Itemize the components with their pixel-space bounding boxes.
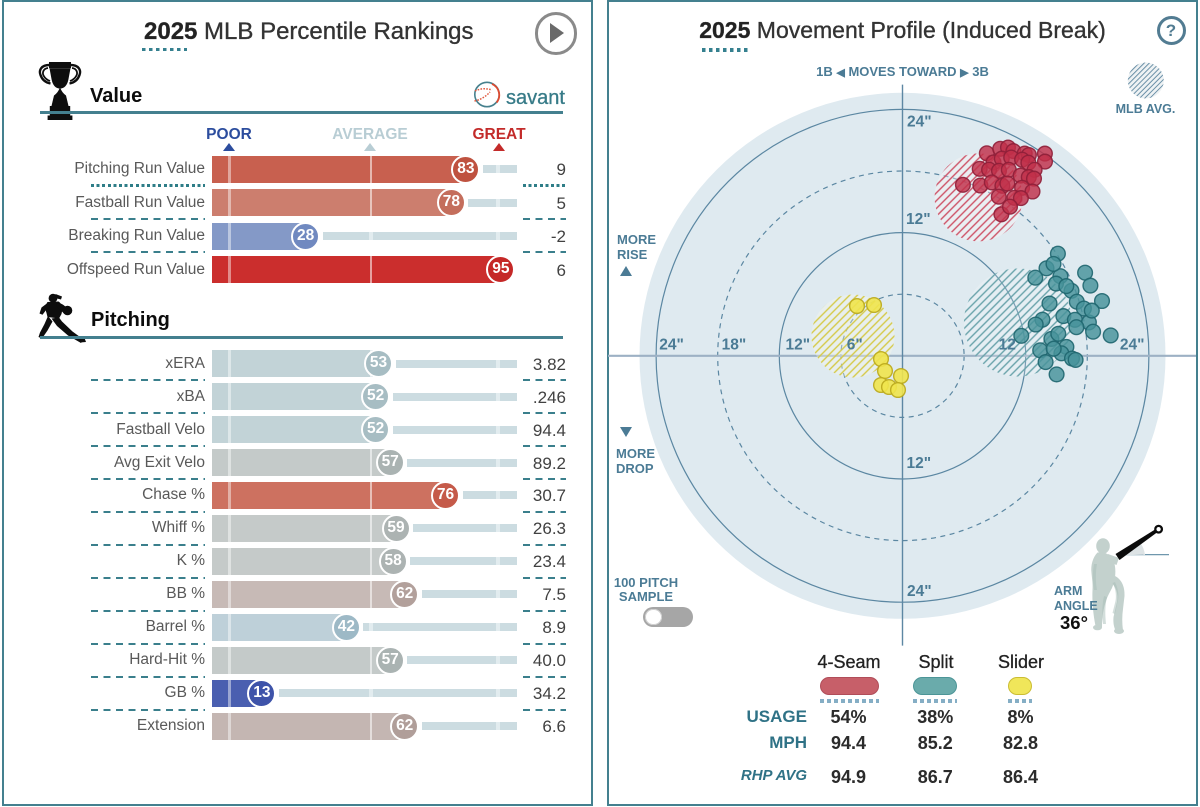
- svg-text:24": 24": [1120, 337, 1145, 354]
- svg-text:24": 24": [907, 114, 932, 131]
- svg-text:24": 24": [907, 583, 932, 600]
- svg-text:6": 6": [847, 337, 863, 354]
- svg-text:18": 18": [722, 337, 747, 354]
- svg-text:12": 12": [906, 211, 931, 228]
- svg-text:12": 12": [786, 337, 811, 354]
- svg-text:12": 12": [907, 455, 932, 472]
- svg-text:12: 12: [999, 337, 1016, 354]
- svg-text:24": 24": [659, 337, 684, 354]
